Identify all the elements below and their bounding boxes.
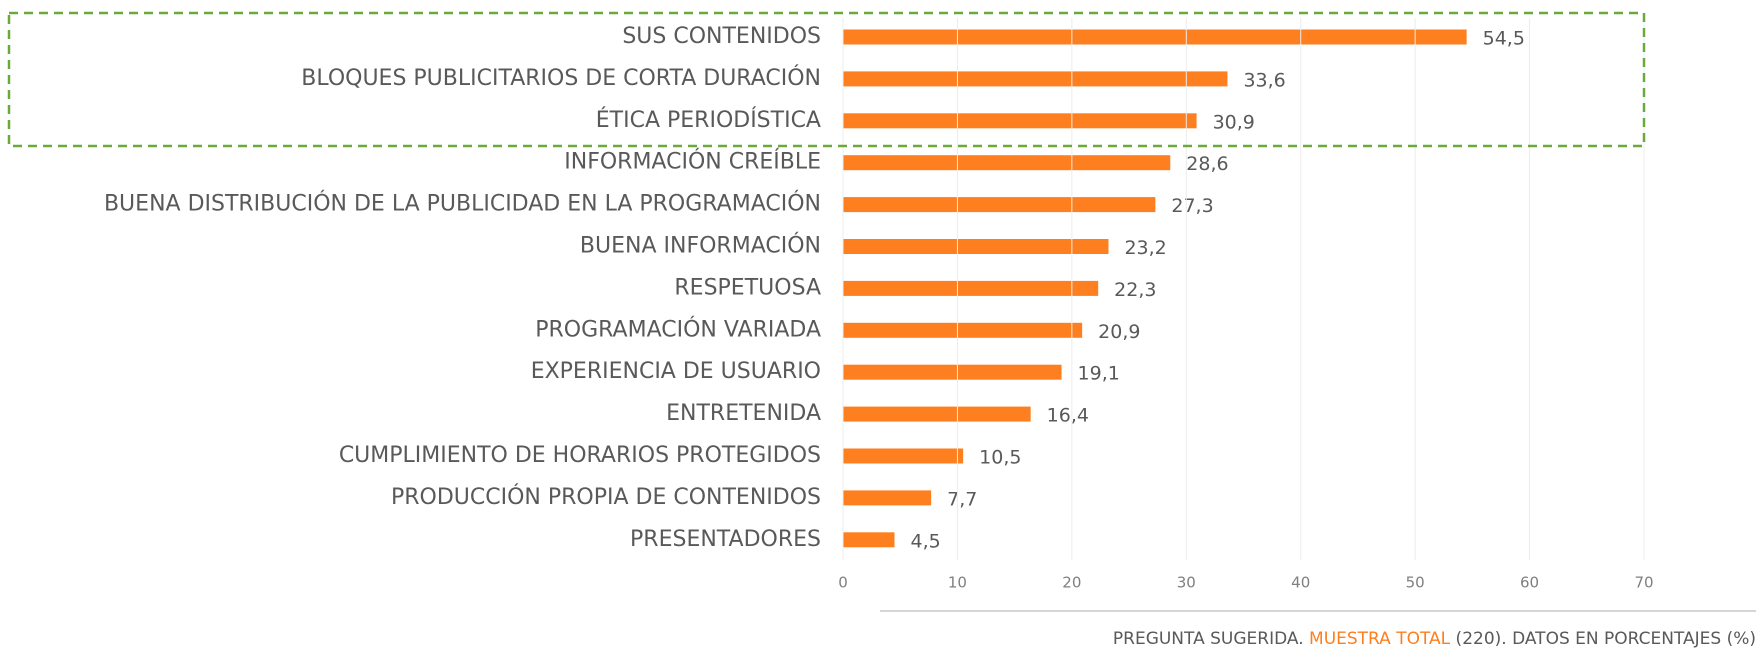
category-label: EXPERIENCIA DE USUARIO [531, 359, 821, 384]
x-tick-label: 60 [1520, 574, 1539, 592]
x-tick-label: 20 [1062, 574, 1081, 592]
category-label: PRESENTADORES [630, 527, 821, 552]
category-label: BUENA INFORMACIÓN [580, 233, 821, 259]
bar [843, 71, 1228, 87]
value-label: 27,3 [1171, 195, 1213, 217]
bar [843, 364, 1062, 380]
note-highlight: MUESTRA TOTAL [1309, 629, 1451, 649]
x-tick-label: 40 [1291, 574, 1310, 592]
value-label: 16,4 [1047, 405, 1089, 427]
value-label: 10,5 [979, 447, 1021, 469]
value-label: 30,9 [1213, 111, 1255, 133]
note-part: (220). DATOS EN PORCENTAJES (%) [1450, 629, 1756, 649]
bar [843, 113, 1197, 129]
category-label: PROGRAMACIÓN VARIADA [535, 316, 821, 342]
bar [843, 490, 932, 506]
bar [843, 155, 1171, 171]
category-label: BUENA DISTRIBUCIÓN DE LA PUBLICIDAD EN L… [104, 191, 821, 217]
highlight-box [7, 11, 1646, 148]
value-label: 22,3 [1114, 279, 1156, 301]
bar [843, 406, 1031, 422]
value-label: 28,6 [1186, 153, 1228, 175]
bar [843, 322, 1083, 338]
value-label: 33,6 [1243, 69, 1285, 91]
category-label: BLOQUES PUBLICITARIOS DE CORTA DURACIÓN [301, 65, 821, 91]
x-tick-label: 0 [838, 574, 848, 592]
note-part: PREGUNTA SUGERIDA. [1113, 629, 1309, 649]
bar [843, 532, 895, 548]
value-label: 7,7 [947, 488, 977, 510]
category-label: SUS CONTENIDOS [622, 24, 821, 49]
footnote: PREGUNTA SUGERIDA. MUESTRA TOTAL (220). … [1113, 629, 1756, 649]
bar [843, 197, 1156, 213]
value-label: 20,9 [1098, 321, 1140, 343]
x-tick-label: 10 [948, 574, 967, 592]
category-label: ÉTICA PERIODÍSTICA [596, 107, 821, 133]
category-label: INFORMACIÓN CREÍBLE [564, 149, 821, 175]
x-tick-label: 50 [1406, 574, 1425, 592]
category-label: CUMPLIMIENTO DE HORARIOS PROTEGIDOS [339, 443, 821, 468]
x-tick-label: 30 [1177, 574, 1196, 592]
bar [843, 239, 1109, 254]
bar [843, 448, 964, 464]
value-label: 23,2 [1124, 237, 1166, 259]
value-label: 19,1 [1078, 363, 1120, 385]
bar [843, 280, 1099, 296]
category-label: RESPETUOSA [674, 275, 821, 300]
category-label: PRODUCCIÓN PROPIA DE CONTENIDOS [391, 484, 821, 510]
value-label: 4,5 [910, 530, 940, 552]
category-label: ENTRETENIDA [666, 401, 821, 426]
value-label: 54,5 [1483, 28, 1525, 50]
x-tick-label: 70 [1634, 574, 1653, 592]
bar [843, 29, 1467, 45]
